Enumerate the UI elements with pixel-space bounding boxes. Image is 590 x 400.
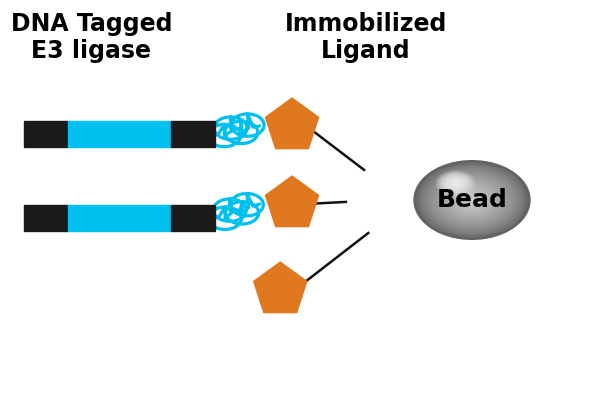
Circle shape [435,170,477,198]
Circle shape [436,170,476,197]
Circle shape [451,181,460,187]
Circle shape [440,173,471,194]
Circle shape [439,172,472,195]
Circle shape [453,182,459,186]
Circle shape [428,170,516,230]
Circle shape [442,175,469,193]
Circle shape [445,176,467,191]
Circle shape [438,177,506,223]
Circle shape [447,183,497,217]
Circle shape [436,176,508,224]
Circle shape [452,186,492,214]
Circle shape [435,175,509,225]
Circle shape [418,163,526,237]
Circle shape [470,199,474,201]
Circle shape [442,180,502,220]
Circle shape [432,173,512,227]
Circle shape [451,186,493,214]
Circle shape [444,176,468,192]
Circle shape [415,161,529,239]
Circle shape [447,178,464,190]
Circle shape [414,161,530,239]
Circle shape [431,172,513,228]
Circle shape [458,191,486,209]
Text: DNA Tagged
E3 ligase: DNA Tagged E3 ligase [11,12,172,63]
Circle shape [460,192,484,208]
Bar [68,205,171,231]
Circle shape [437,176,507,224]
Circle shape [425,168,519,232]
Circle shape [457,190,487,210]
Circle shape [455,188,489,212]
Circle shape [455,183,457,184]
Circle shape [468,197,476,203]
Circle shape [464,195,480,205]
Polygon shape [265,175,319,227]
Circle shape [463,194,481,206]
Circle shape [422,166,522,234]
Text: Immobilized
Ligand: Immobilized Ligand [284,12,447,63]
Polygon shape [253,261,307,313]
Circle shape [463,194,481,206]
Polygon shape [265,97,319,149]
Circle shape [437,171,474,196]
Circle shape [438,172,473,196]
Bar [171,205,215,231]
Circle shape [419,164,525,236]
Circle shape [471,199,473,201]
Circle shape [440,178,504,222]
Circle shape [446,182,498,218]
Circle shape [433,174,511,226]
Circle shape [467,197,477,203]
Circle shape [417,163,527,237]
Circle shape [449,184,495,216]
Circle shape [454,182,458,185]
Circle shape [448,178,464,189]
Circle shape [439,178,505,222]
Circle shape [446,177,466,190]
Text: Bead: Bead [437,188,507,212]
Circle shape [420,165,524,235]
Circle shape [453,187,491,213]
Bar [68,121,171,147]
Circle shape [444,181,500,219]
Circle shape [425,168,519,232]
Circle shape [449,179,463,188]
Circle shape [469,198,475,202]
Circle shape [461,193,483,207]
Circle shape [422,166,522,234]
Circle shape [421,165,523,235]
Circle shape [445,182,499,218]
Circle shape [441,179,503,221]
Circle shape [454,188,490,212]
Circle shape [424,167,520,233]
Bar [24,121,68,147]
Circle shape [448,184,496,216]
Circle shape [428,170,516,230]
Circle shape [457,190,487,210]
Circle shape [466,196,478,204]
Bar [24,205,68,231]
Circle shape [460,192,484,208]
Circle shape [427,169,517,231]
Circle shape [416,162,528,238]
Bar [171,121,215,147]
Circle shape [466,196,478,204]
Circle shape [450,180,461,188]
Circle shape [430,171,514,229]
Circle shape [450,185,494,215]
Circle shape [455,189,489,211]
Circle shape [441,174,470,194]
Circle shape [434,174,510,226]
Circle shape [431,172,513,228]
Circle shape [443,180,501,220]
